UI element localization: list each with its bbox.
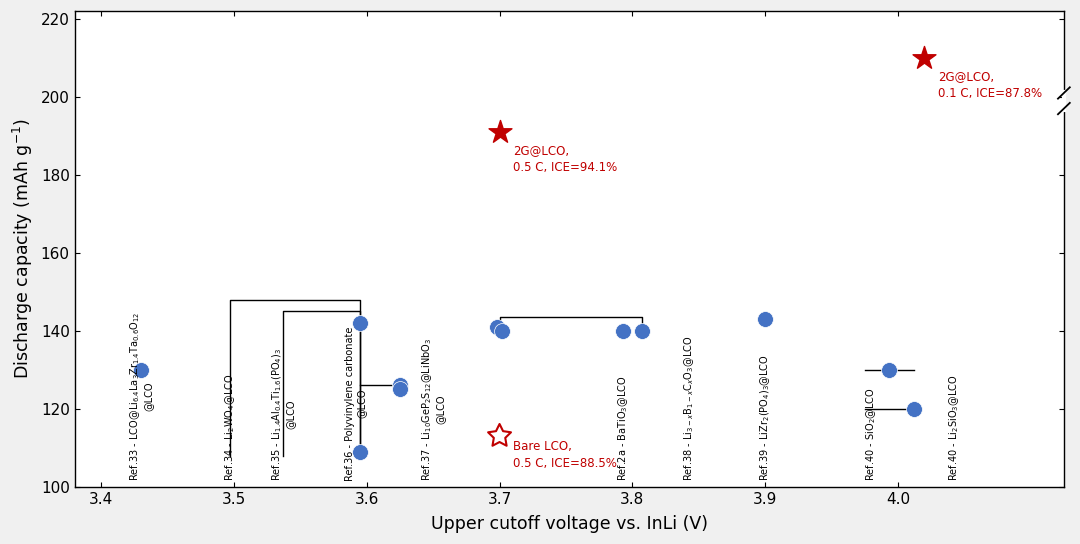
Point [905,404,922,413]
Point [880,366,897,374]
Point [351,319,368,327]
Text: Ref.40 - Li$_2$SiO$_3$@LCO: Ref.40 - Li$_2$SiO$_3$@LCO [947,374,960,481]
Y-axis label: Discharge capacity (mAh g$^{-1}$): Discharge capacity (mAh g$^{-1}$) [11,119,36,379]
Text: Ref.35 - Li$_{1.4}$Al$_{0.4}$Ti$_{1.6}$(PO$_4$)$_3$
@LCO: Ref.35 - Li$_{1.4}$Al$_{0.4}$Ti$_{1.6}$(… [270,348,296,481]
Text: Ref.37 - Li$_{10}$GeP$_2$S$_{12}$@LiNbO$_3$
@LCO: Ref.37 - Li$_{10}$GeP$_2$S$_{12}$@LiNbO$… [420,338,446,481]
Text: Ref.34 - Li$_2$WO$_4$@LCO: Ref.34 - Li$_2$WO$_4$@LCO [224,373,237,481]
Text: Ref.36 - Polyvinylene carbonate
@LCO: Ref.36 - Polyvinylene carbonate @LCO [346,326,367,481]
Point [756,315,773,324]
Point [491,128,509,137]
Point [351,447,368,456]
Point [916,53,933,62]
Text: Ref.40 - SiO$_2$@LCO: Ref.40 - SiO$_2$@LCO [864,387,878,481]
Text: 2G@LCO,
0.5 C, ICE=94.1%: 2G@LCO, 0.5 C, ICE=94.1% [513,144,617,174]
Point [391,381,408,390]
X-axis label: Upper cutoff voltage vs. InLi (V): Upper cutoff voltage vs. InLi (V) [431,515,707,533]
Text: Ref.2a - BaTiO$_3$@LCO: Ref.2a - BaTiO$_3$@LCO [616,375,630,481]
Text: Ref.33 - LCO@Li$_{6.4}$La$_3$Zr$_{1.4}$Ta$_{0.6}$O$_{12}$
@LCO: Ref.33 - LCO@Li$_{6.4}$La$_3$Zr$_{1.4}$T… [129,311,153,481]
Point [133,366,150,374]
Text: Ref.39 - LiZr$_2$(PO$_4$)$_3$@LCO: Ref.39 - LiZr$_2$(PO$_4$)$_3$@LCO [758,354,772,481]
Point [488,323,505,331]
Text: Bare LCO,
0.5 C, ICE=88.5%: Bare LCO, 0.5 C, ICE=88.5% [513,440,617,470]
Point [391,385,408,394]
Point [633,326,650,335]
Point [615,326,632,335]
Point [491,432,509,441]
Text: Ref.38 - Li$_{3-x}$B$_{1-x}$C$_x$O$_3$@LCO: Ref.38 - Li$_{3-x}$B$_{1-x}$C$_x$O$_3$@L… [683,336,697,481]
Point [494,326,511,335]
Text: 2G@LCO,
0.1 C, ICE=87.8%: 2G@LCO, 0.1 C, ICE=87.8% [937,70,1042,100]
